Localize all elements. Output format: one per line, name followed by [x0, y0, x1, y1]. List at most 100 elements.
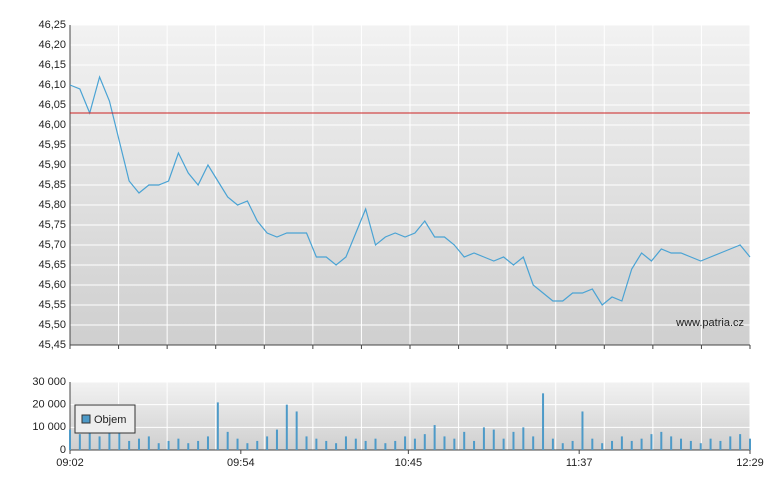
volume-bar: [335, 443, 338, 450]
volume-bar: [640, 438, 643, 450]
y-tick-label: 45,65: [38, 259, 66, 271]
volume-bar: [88, 422, 91, 450]
y-tick-label: 20 000: [32, 399, 66, 411]
volume-bar: [275, 429, 278, 450]
volume-bar: [749, 438, 751, 450]
volume-bar: [285, 404, 288, 450]
volume-bar: [157, 443, 160, 450]
volume-bar: [394, 440, 397, 450]
volume-bar: [689, 440, 692, 450]
volume-bar: [522, 427, 525, 450]
volume-bar: [423, 434, 426, 450]
volume-bar: [108, 427, 111, 450]
y-tick-label: 46,25: [38, 19, 66, 31]
volume-bar: [630, 440, 633, 450]
volume-bar: [601, 443, 604, 450]
volume-bar: [492, 429, 495, 450]
y-tick-label: 30 000: [32, 376, 66, 388]
volume-bar: [581, 411, 584, 450]
y-tick-label: 45,50: [38, 319, 66, 331]
y-tick-label: 45,55: [38, 299, 66, 311]
y-tick-label: 45,70: [38, 239, 66, 251]
volume-bar: [680, 438, 683, 450]
y-tick-label: 46,00: [38, 119, 66, 131]
volume-bar: [404, 436, 407, 450]
volume-bar: [69, 429, 71, 450]
volume-bar: [147, 436, 150, 450]
volume-bar: [137, 438, 140, 450]
volume-bar: [739, 434, 742, 450]
volume-bar: [177, 438, 180, 450]
volume-bar: [611, 440, 614, 450]
x-tick-label: 11:37: [566, 457, 593, 469]
volume-bar: [561, 443, 564, 450]
y-tick-label: 45,80: [38, 199, 66, 211]
volume-bar: [482, 427, 485, 450]
volume-bar: [473, 440, 476, 450]
y-tick-label: 46,20: [38, 39, 66, 51]
volume-bar: [384, 443, 387, 450]
y-tick-label: 45,60: [38, 279, 66, 291]
volume-bar: [443, 436, 446, 450]
volume-bar: [305, 436, 308, 450]
x-tick-label: 10:45: [395, 457, 423, 469]
volume-bar: [650, 434, 653, 450]
x-tick-label: 09:54: [227, 457, 255, 469]
y-tick-label: 45,75: [38, 219, 66, 231]
volume-bar: [128, 440, 131, 450]
y-tick-label: 45,45: [38, 339, 66, 351]
volume-bar: [315, 438, 318, 450]
volume-bar: [167, 440, 170, 450]
x-tick-label: 09:02: [56, 457, 84, 469]
legend-label: Objem: [94, 414, 126, 426]
y-tick-label: 45,90: [38, 159, 66, 171]
volume-bar: [551, 438, 554, 450]
volume-bar: [660, 431, 663, 450]
volume-bar: [98, 436, 101, 450]
volume-bar: [729, 436, 732, 450]
volume-bar: [325, 440, 328, 450]
volume-bar: [571, 440, 574, 450]
volume-bar: [670, 436, 673, 450]
volume-bar: [453, 438, 456, 450]
volume-bar: [709, 438, 712, 450]
volume-bar: [118, 431, 121, 450]
y-tick-label: 46,15: [38, 59, 66, 71]
volume-bar: [216, 402, 219, 450]
volume-bar: [512, 431, 515, 450]
y-tick-label: 45,85: [38, 179, 66, 191]
volume-bar: [719, 440, 722, 450]
y-tick-label: 10 000: [32, 421, 66, 433]
volume-bar: [266, 436, 269, 450]
volume-bar: [344, 436, 347, 450]
volume-bar: [226, 431, 229, 450]
volume-bar: [78, 434, 81, 450]
volume-bar: [433, 425, 436, 450]
volume-bar: [295, 411, 298, 450]
volume-bar: [620, 436, 623, 450]
volume-bar: [206, 436, 209, 450]
volume-bar: [246, 443, 249, 450]
volume-bar: [256, 440, 259, 450]
volume-bar: [354, 438, 357, 450]
y-tick-label: 45,95: [38, 139, 66, 151]
volume-bar: [197, 440, 200, 450]
volume-bar: [413, 438, 416, 450]
y-tick-label: 0: [60, 444, 66, 456]
volume-bar: [463, 431, 466, 450]
legend-swatch: [81, 414, 91, 424]
volume-bar: [591, 438, 594, 450]
price-line: [69, 75, 751, 306]
volume-bar: [699, 443, 702, 450]
y-tick-label: 46,05: [38, 99, 66, 111]
volume-bar: [542, 393, 545, 450]
volume-bar: [236, 438, 239, 450]
y-tick-label: 46,10: [38, 79, 66, 91]
volume-bar: [502, 438, 505, 450]
volume-bar: [532, 436, 535, 450]
watermark: www.patria.cz: [675, 317, 744, 329]
x-tick-label: 12:29: [736, 457, 764, 469]
volume-bar: [374, 438, 377, 450]
volume-bar: [187, 443, 190, 450]
